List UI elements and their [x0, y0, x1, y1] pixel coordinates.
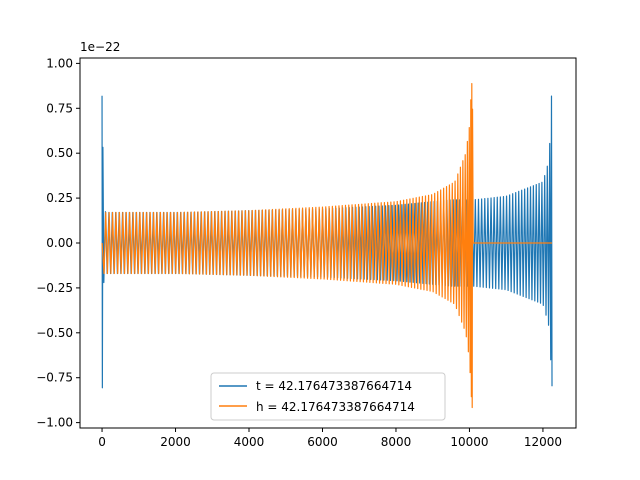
y-offset-label: 1e−22 [80, 40, 120, 54]
x-tick-label: 6000 [307, 435, 338, 449]
y-tick-label: 0.25 [46, 191, 73, 205]
x-tick-label: 8000 [381, 435, 412, 449]
y-tick-label: −0.50 [36, 326, 73, 340]
legend: t = 42.176473387664714 h = 42.1764733876… [210, 372, 446, 421]
y-tick-label: 0.50 [46, 146, 73, 160]
x-axis: 0 2000 4000 6000 8000 10000 12000 [98, 428, 562, 449]
x-tick-label: 12000 [524, 435, 562, 449]
y-axis: 1.00 0.75 0.50 0.25 0.00 −0.25 −0.50 −0.75 −1.00 [36, 56, 80, 430]
legend-label-h: h = 42.176473387664714 [256, 400, 415, 414]
x-tick-label: 4000 [234, 435, 265, 449]
legend-frame [210, 372, 446, 421]
y-tick-label: 0.75 [46, 101, 73, 115]
series-line-1 [101, 82, 552, 409]
x-tick-label: 0 [98, 435, 106, 449]
x-tick-label: 10000 [450, 435, 488, 449]
y-tick-label: 1.00 [46, 56, 73, 70]
x-tick-label: 2000 [160, 435, 191, 449]
y-tick-label: −0.75 [36, 371, 73, 385]
y-tick-label: −0.25 [36, 281, 73, 295]
y-tick-label: 0.00 [46, 236, 73, 250]
series-layer [101, 82, 553, 409]
legend-label-t: t = 42.176473387664714 [256, 379, 412, 393]
y-tick-label: −1.00 [36, 416, 73, 430]
